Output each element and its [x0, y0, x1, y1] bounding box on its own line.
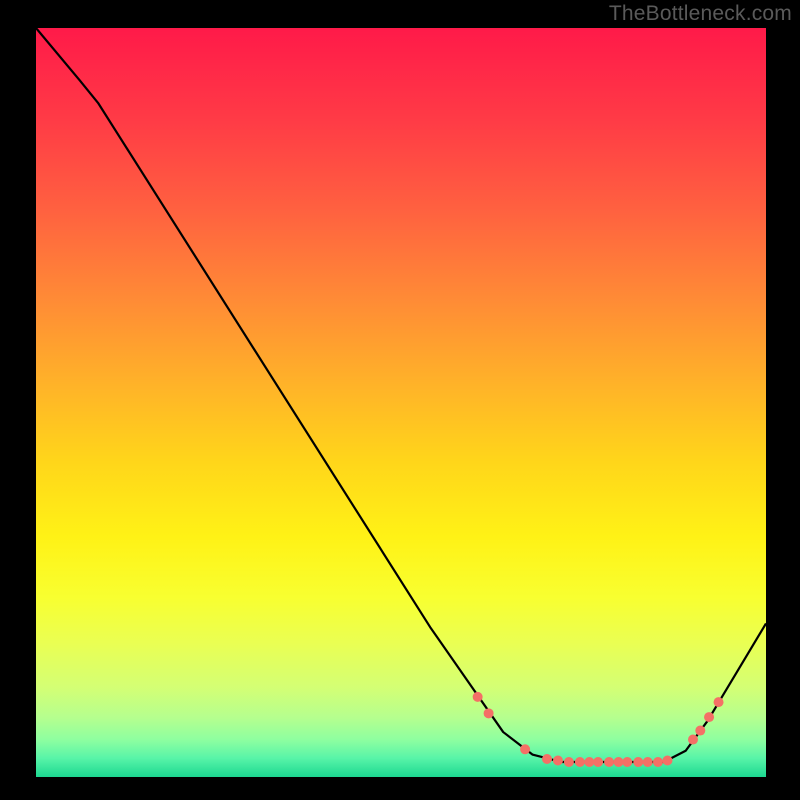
gradient-background: [36, 28, 766, 777]
marker-dot: [704, 712, 714, 722]
plot-area: [36, 28, 766, 777]
marker-dot: [473, 692, 483, 702]
marker-dot: [604, 757, 614, 767]
watermark-text: TheBottleneck.com: [609, 2, 792, 26]
marker-dot: [643, 757, 653, 767]
marker-dot: [614, 757, 624, 767]
marker-dot: [633, 757, 643, 767]
chart-frame: TheBottleneck.com: [0, 0, 800, 800]
marker-dot: [542, 754, 552, 764]
marker-dot: [653, 757, 663, 767]
marker-dot: [688, 735, 698, 745]
marker-dot: [564, 757, 574, 767]
marker-dot: [584, 757, 594, 767]
marker-dot: [662, 756, 672, 766]
marker-dot: [520, 744, 530, 754]
marker-dot: [695, 726, 705, 736]
marker-dot: [622, 757, 632, 767]
marker-dot: [575, 757, 585, 767]
marker-dot: [553, 756, 563, 766]
marker-dot: [484, 708, 494, 718]
marker-dot: [593, 757, 603, 767]
marker-dot: [714, 697, 724, 707]
chart-svg: [36, 28, 766, 777]
